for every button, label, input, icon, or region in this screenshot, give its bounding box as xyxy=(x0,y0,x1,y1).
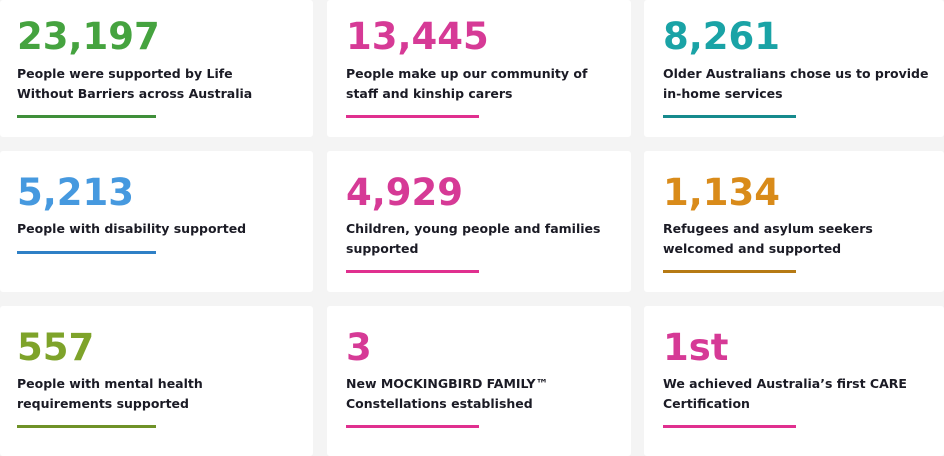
stat-value: 13,445 xyxy=(346,15,489,58)
stat-description: People make up our community of staff an… xyxy=(346,66,588,101)
stat-underline xyxy=(346,425,479,428)
stat-card-older-australians: 8,261 Older Australians chose us to prov… xyxy=(644,0,944,137)
stat-card-children-families: 4,929 Children, young people and familie… xyxy=(327,151,631,292)
stat-underline xyxy=(346,115,479,118)
stat-card-mockingbird: 3 New MOCKINGBIRD FAMILY™ Constellations… xyxy=(327,306,631,456)
stat-value: 4,929 xyxy=(346,171,464,214)
stat-underline xyxy=(663,425,796,428)
stat-underline xyxy=(17,251,156,254)
stat-description: People with disability supported xyxy=(17,221,247,236)
stat-description: People with mental health requirements s… xyxy=(17,376,203,411)
stat-card-community: 13,445 People make up our community of s… xyxy=(327,0,631,137)
stat-description: New MOCKINGBIRD FAMILY™ Constellations e… xyxy=(346,376,549,411)
stat-card-disability: 5,213 People with disability supported xyxy=(0,151,313,292)
stat-underline xyxy=(663,115,796,118)
stat-card-refugees: 1,134 Refugees and asylum seekers welcom… xyxy=(644,151,944,292)
stat-underline xyxy=(17,115,156,118)
stat-description: Children, young people and families supp… xyxy=(346,221,601,256)
stat-description: People were supported by Life Without Ba… xyxy=(17,66,253,101)
stat-value: 557 xyxy=(17,326,95,369)
stat-description: Refugees and asylum seekers welcomed and… xyxy=(663,221,873,256)
stat-underline xyxy=(17,425,156,428)
stat-underline xyxy=(663,270,796,273)
stat-value: 1st xyxy=(663,326,729,369)
stat-value: 23,197 xyxy=(17,15,160,58)
stat-card-care-certification: 1st We achieved Australia’s first CARE C… xyxy=(644,306,944,456)
stat-card-people-supported: 23,197 People were supported by Life Wit… xyxy=(0,0,313,137)
stat-card-mental-health: 557 People with mental health requiremen… xyxy=(0,306,313,456)
stat-underline xyxy=(346,270,479,273)
stat-value: 1,134 xyxy=(663,171,781,214)
stat-value: 5,213 xyxy=(17,171,135,214)
stat-description: Older Australians chose us to provide in… xyxy=(663,66,929,101)
stat-description: We achieved Australia’s first CARE Certi… xyxy=(663,376,907,411)
stat-value: 3 xyxy=(346,326,372,369)
stat-value: 8,261 xyxy=(663,15,781,58)
